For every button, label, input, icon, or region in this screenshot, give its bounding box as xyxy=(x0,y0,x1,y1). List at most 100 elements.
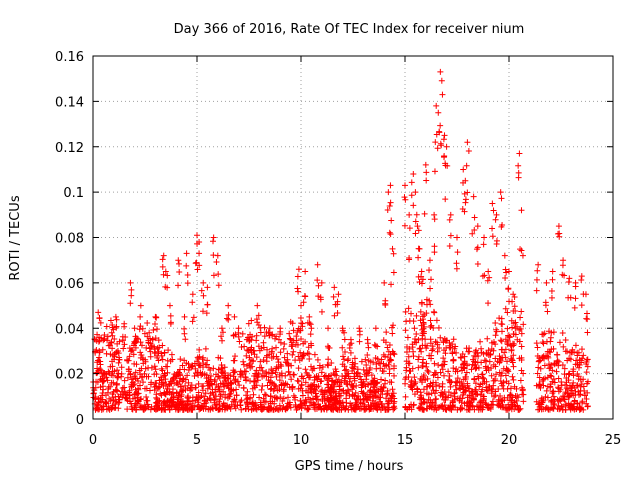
data-point xyxy=(280,404,287,411)
data-point xyxy=(462,177,469,184)
data-point xyxy=(502,274,509,281)
data-point xyxy=(248,357,255,364)
data-point xyxy=(276,377,283,384)
data-point xyxy=(555,230,562,237)
data-point xyxy=(465,348,472,355)
data-point xyxy=(485,404,492,411)
data-point xyxy=(429,383,436,390)
data-point xyxy=(353,401,360,408)
data-point xyxy=(456,395,463,402)
data-point xyxy=(408,179,415,186)
data-point xyxy=(184,271,191,278)
data-point xyxy=(347,349,354,356)
data-point xyxy=(470,193,477,200)
data-point xyxy=(432,402,439,409)
data-point xyxy=(370,388,377,395)
data-point xyxy=(210,392,217,399)
data-point xyxy=(334,309,341,316)
data-point xyxy=(495,396,502,403)
data-point xyxy=(449,341,456,348)
data-point xyxy=(166,302,173,309)
data-point xyxy=(217,380,224,387)
data-point xyxy=(497,189,504,196)
data-point xyxy=(194,266,201,273)
data-point xyxy=(200,292,207,299)
data-point xyxy=(147,381,154,388)
data-point xyxy=(437,68,444,75)
data-point xyxy=(364,381,371,388)
data-point xyxy=(121,384,128,391)
data-point xyxy=(175,392,182,399)
data-point xyxy=(421,210,428,217)
data-point xyxy=(492,332,499,339)
data-point xyxy=(94,369,101,376)
data-point xyxy=(489,225,496,232)
data-point xyxy=(504,358,511,365)
data-point xyxy=(389,386,396,393)
data-point xyxy=(413,312,420,319)
data-point xyxy=(191,360,198,367)
data-point xyxy=(505,380,512,387)
data-point xyxy=(180,387,187,394)
data-point xyxy=(307,386,314,393)
data-point xyxy=(391,405,398,412)
data-point xyxy=(480,350,487,357)
data-point xyxy=(295,404,302,411)
data-point xyxy=(432,139,439,146)
data-point xyxy=(113,324,120,331)
data-point xyxy=(418,280,425,287)
data-point xyxy=(426,352,433,359)
data-point xyxy=(454,249,461,256)
data-point xyxy=(277,331,284,338)
data-point xyxy=(427,324,434,331)
data-point xyxy=(584,329,591,336)
data-point xyxy=(556,406,563,413)
data-point xyxy=(348,406,355,413)
data-point xyxy=(413,331,420,338)
data-point xyxy=(403,344,410,351)
data-point xyxy=(285,363,292,370)
data-point xyxy=(423,405,430,412)
data-point xyxy=(90,390,97,397)
data-point xyxy=(295,288,302,295)
data-point xyxy=(93,347,100,354)
data-point xyxy=(403,318,410,325)
data-point xyxy=(209,238,216,245)
data-point xyxy=(574,382,581,389)
data-point xyxy=(497,378,504,385)
data-point xyxy=(333,405,340,412)
data-point xyxy=(406,211,413,218)
data-point xyxy=(434,374,441,381)
data-point xyxy=(253,337,260,344)
data-point xyxy=(339,344,346,351)
data-point xyxy=(481,357,488,364)
data-point xyxy=(517,325,524,332)
data-point xyxy=(391,372,398,379)
data-point xyxy=(535,364,542,371)
data-point xyxy=(250,378,257,385)
data-point xyxy=(431,168,438,175)
data-point xyxy=(512,325,519,332)
x-axis-title: GPS time / hours xyxy=(295,459,404,474)
data-point xyxy=(572,295,579,302)
data-point xyxy=(430,372,437,379)
data-point xyxy=(136,326,143,333)
data-point xyxy=(387,182,394,189)
data-point xyxy=(419,276,426,283)
data-point xyxy=(488,372,495,379)
data-point xyxy=(386,229,393,236)
data-point xyxy=(210,365,217,372)
data-point xyxy=(295,365,302,372)
data-point xyxy=(415,364,422,371)
data-point xyxy=(433,395,440,402)
data-point xyxy=(504,341,511,348)
data-point xyxy=(290,348,297,355)
data-point xyxy=(99,346,106,353)
data-point xyxy=(175,282,182,289)
data-point xyxy=(98,398,105,405)
data-point xyxy=(479,273,486,280)
data-point xyxy=(549,388,556,395)
data-point xyxy=(518,343,525,350)
data-point xyxy=(413,339,420,346)
data-point xyxy=(381,380,388,387)
